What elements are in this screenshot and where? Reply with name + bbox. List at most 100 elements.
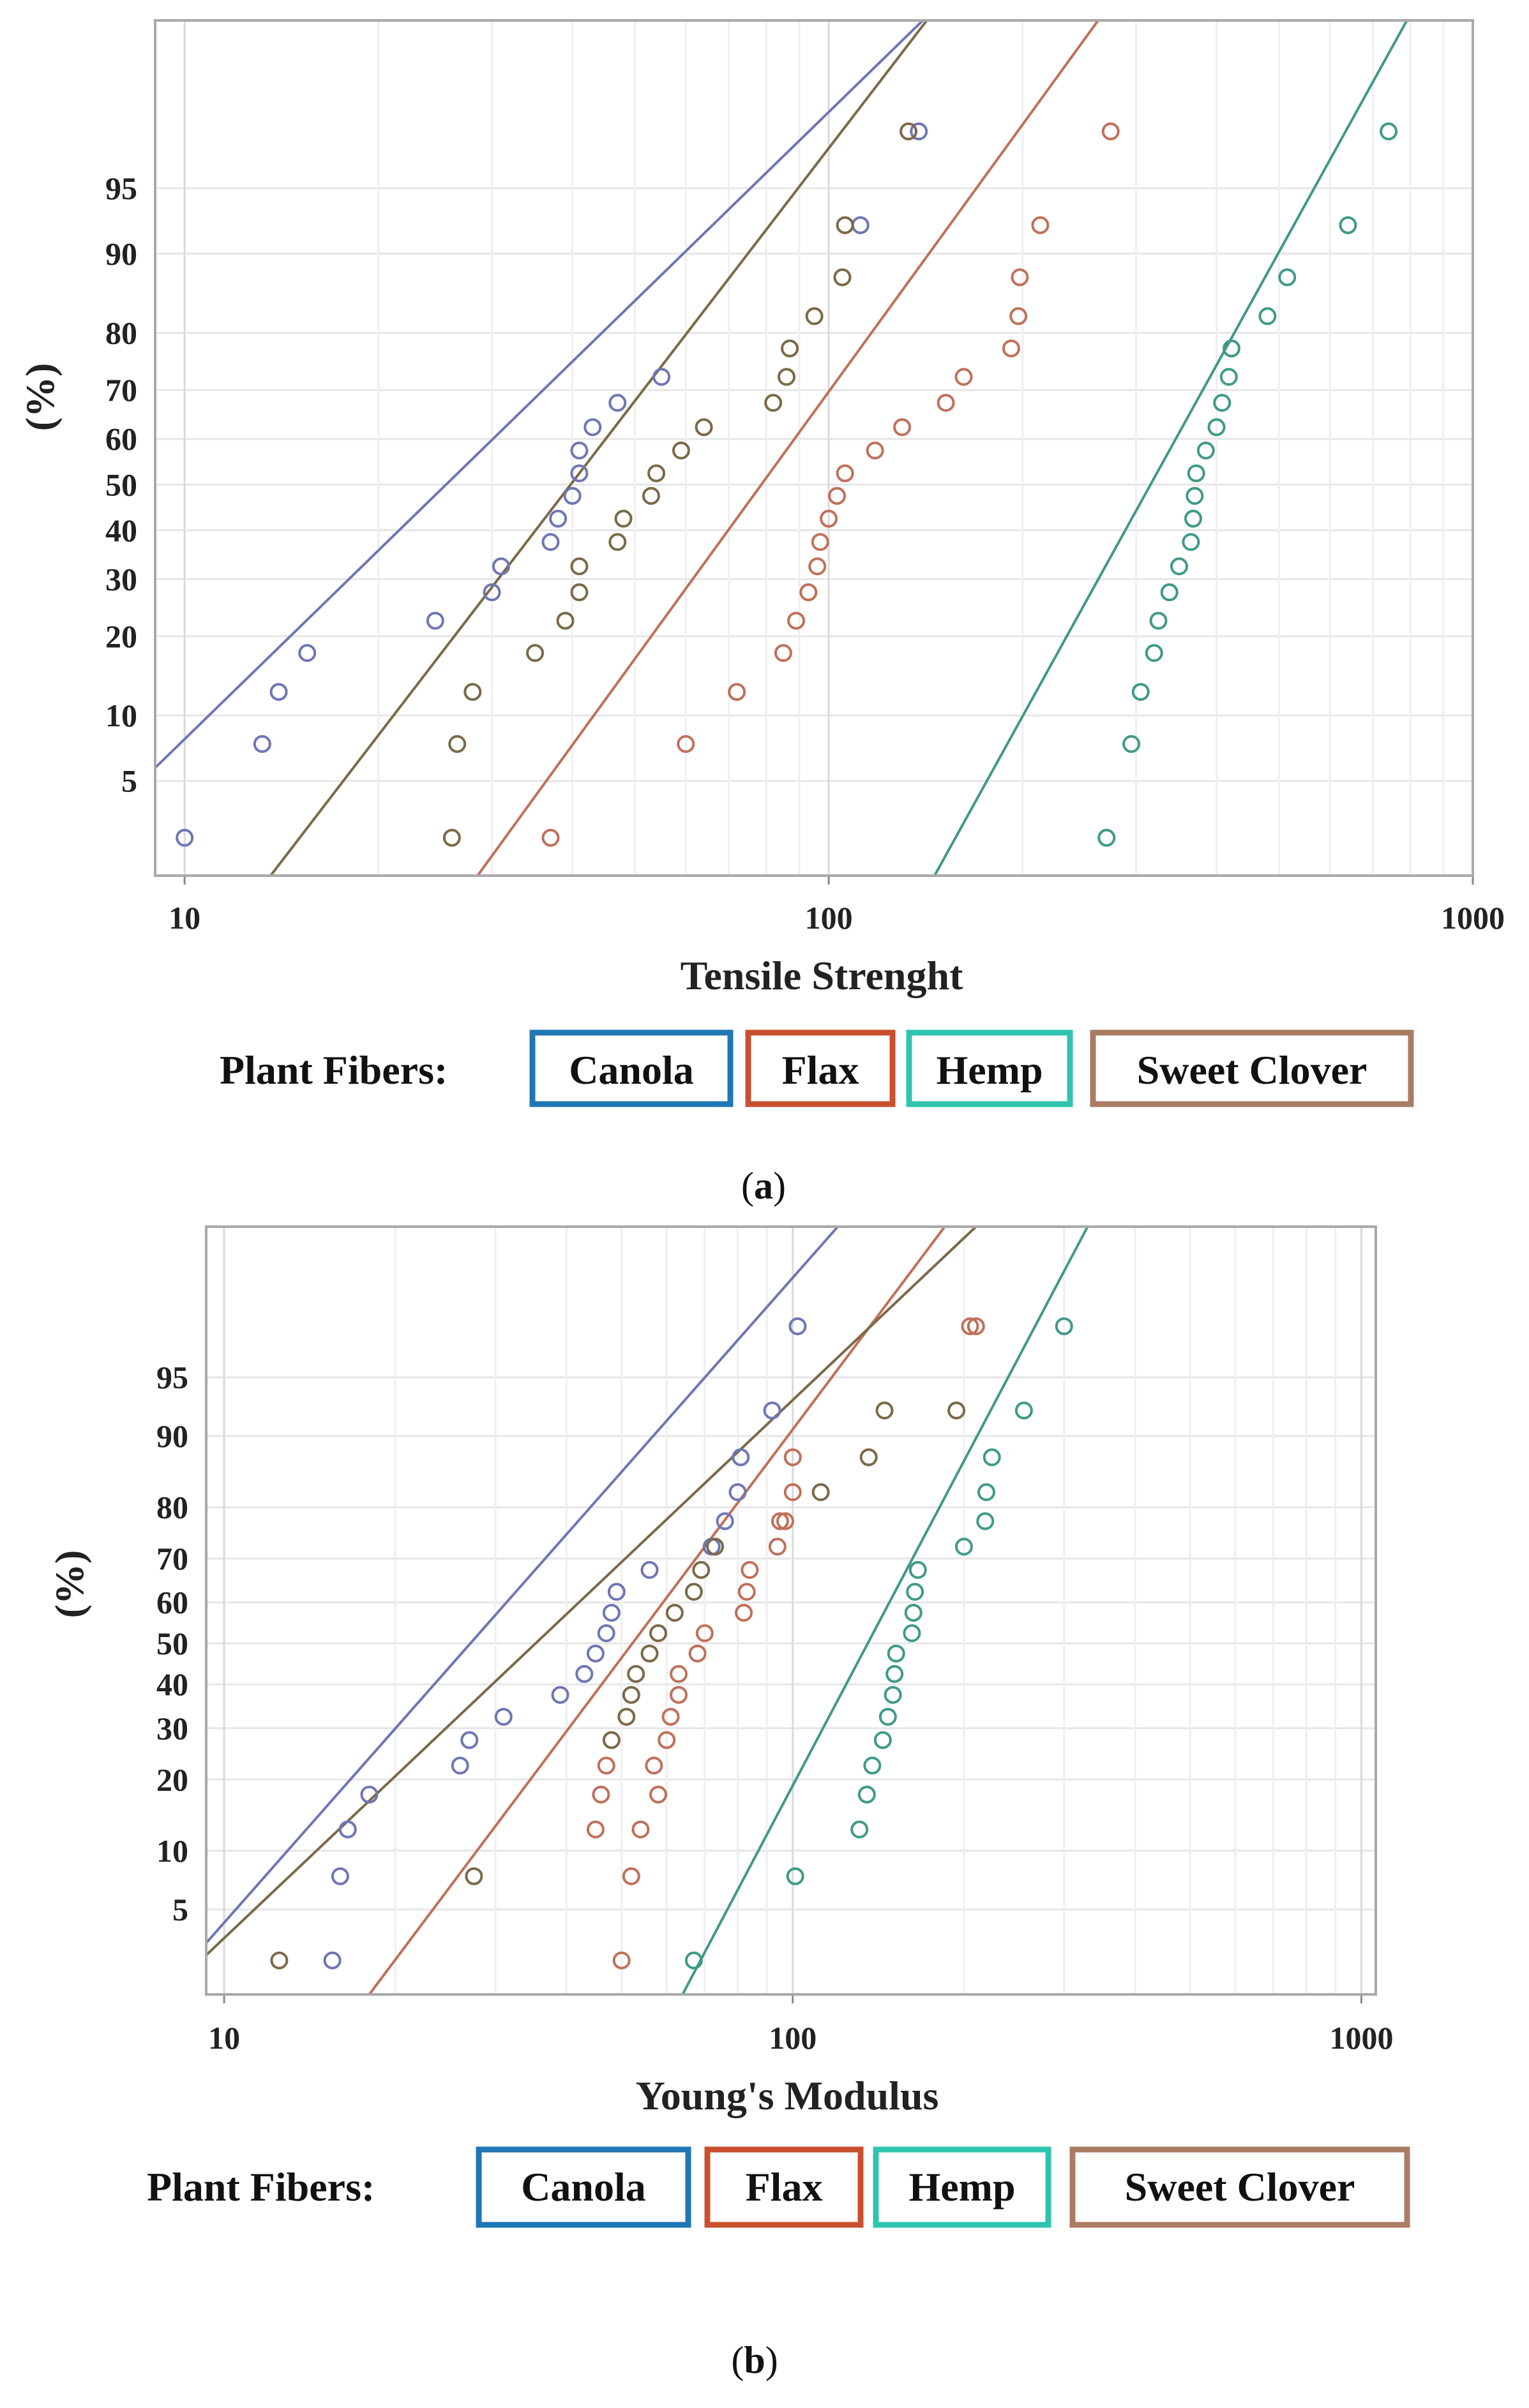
data-point-hemp [1196, 441, 1215, 460]
y-tick-label: 50 [156, 1626, 188, 1661]
data-point-sweet-clover [614, 509, 633, 528]
data-point-sweet-clover [570, 583, 589, 602]
data-point-hemp [1149, 611, 1168, 630]
data-point-canola [451, 1756, 469, 1775]
plot-border [205, 1225, 1377, 1996]
panel-a-legend-label-sweet-clover: Sweet Clover [1137, 1047, 1367, 1093]
y-tick-label: 5 [121, 763, 137, 799]
data-point-hemp [906, 1583, 924, 1601]
data-point-canola [426, 611, 444, 630]
data-point-hemp [850, 1820, 869, 1839]
data-point-canola [298, 644, 317, 662]
panel-b-x-axis-title: Young's Modulus [636, 2073, 939, 2118]
data-point-flax [649, 1785, 668, 1804]
data-point-canola [732, 1448, 750, 1467]
x-tick-label: 10 [169, 900, 200, 936]
data-point-sweet-clover [270, 1951, 289, 1970]
data-point-hemp [1122, 735, 1141, 753]
panel-b-legend-item-hemp: Hemp [873, 2146, 1051, 2228]
data-point-sweet-clover [448, 735, 467, 753]
data-point-canola [575, 1664, 594, 1683]
y-tick-label: 20 [156, 1761, 188, 1797]
data-point-hemp [1380, 122, 1398, 140]
data-point-sweet-clover [665, 1603, 684, 1622]
data-point-canola [551, 1686, 569, 1704]
panel-b-legend-item-sweet-clover: Sweet Clover [1069, 2146, 1410, 2228]
plot-border [154, 19, 1474, 877]
y-tick-label: 30 [156, 1710, 188, 1746]
data-point-flax [771, 1512, 789, 1530]
data-point-flax [677, 735, 695, 753]
data-point-hemp [908, 1560, 927, 1579]
data-point-flax [828, 486, 847, 505]
data-point-flax [695, 1624, 714, 1643]
data-point-hemp [977, 1483, 995, 1502]
data-point-flax [776, 1512, 794, 1530]
data-point-sweet-clover [836, 216, 854, 234]
data-point-flax [937, 394, 955, 412]
y-tick-label: 90 [156, 1418, 188, 1454]
data-point-sweet-clover [684, 1583, 703, 1601]
data-point-canola [483, 583, 501, 602]
fit-line-hemp [681, 1227, 1089, 1994]
panel-b-x-tick-labels: 10 100 1000 [208, 2020, 1393, 2056]
data-point-canola [607, 1583, 626, 1601]
data-point-hemp [976, 1512, 995, 1530]
y-tick-label: 80 [105, 315, 137, 351]
y-tick-label: 70 [156, 1541, 188, 1576]
data-point-flax [961, 1317, 979, 1336]
data-point-sweet-clover [833, 268, 852, 287]
data-point-sweet-clover [947, 1402, 966, 1420]
data-point-flax [622, 1867, 640, 1885]
data-point-sweet-clover [463, 683, 482, 701]
y-tick-label: 20 [105, 618, 137, 654]
data-point-flax [1002, 339, 1020, 357]
data-point-canola [788, 1317, 807, 1336]
data-point-hemp [1145, 644, 1163, 662]
panel-b-legend-item-canola: Canola [476, 2146, 691, 2228]
data-point-sweet-clover [706, 1537, 725, 1556]
data-point-hemp [857, 1785, 876, 1804]
data-point-flax [735, 1603, 753, 1622]
x-tick-label: 10 [208, 2020, 240, 2056]
data-point-hemp [1014, 1402, 1033, 1420]
data-point-hemp [1278, 268, 1297, 287]
data-point-hemp [1184, 509, 1202, 528]
data-point-canola [763, 1402, 781, 1420]
data-point-hemp [1219, 368, 1238, 386]
data-point-canola [492, 557, 510, 576]
y-tick-label: 40 [156, 1666, 188, 1702]
data-point-flax [1031, 216, 1050, 234]
y-tick-label: 95 [156, 1359, 188, 1395]
y-tick-label: 80 [156, 1490, 188, 1525]
data-point-flax [967, 1317, 985, 1336]
fit-line-canola [206, 1227, 839, 1944]
data-point-hemp [1339, 216, 1357, 234]
data-point-flax [787, 611, 806, 630]
data-point-flax [631, 1820, 650, 1839]
data-point-sweet-clover [647, 464, 666, 482]
fit-line-sweet-clover [269, 20, 928, 876]
panel-a-legend-label-flax: Flax [782, 1047, 859, 1093]
x-tick-label: 1000 [1441, 900, 1505, 936]
data-point-sweet-clover [649, 1624, 668, 1643]
data-point-hemp [983, 1448, 1001, 1467]
data-point-sweet-clover [811, 1483, 830, 1502]
y-tick-label: 95 [105, 170, 137, 206]
legend-box [476, 2146, 691, 2228]
data-point-sweet-clover [608, 533, 627, 551]
data-point-sweet-clover [640, 1644, 659, 1663]
data-point-sweet-clover [465, 1867, 483, 1885]
panel-a-legend-label-hemp: Hemp [936, 1047, 1043, 1093]
data-point-canola [331, 1867, 349, 1885]
y-tick-label: 90 [105, 236, 137, 271]
data-point-canola [563, 486, 582, 505]
data-point-flax [866, 441, 884, 460]
panel-a-tensile-strength: 5 10 20 30 40 50 60 70 80 90 95 10 100 1000 Tensile … [17, 19, 1505, 1207]
data-point-canola [176, 828, 194, 847]
data-point-canola [570, 441, 589, 460]
data-point-hemp [1187, 464, 1205, 482]
y-tick-label: 70 [105, 372, 137, 408]
data-point-sweet-clover [777, 368, 795, 386]
data-point-sweet-clover [805, 307, 824, 325]
